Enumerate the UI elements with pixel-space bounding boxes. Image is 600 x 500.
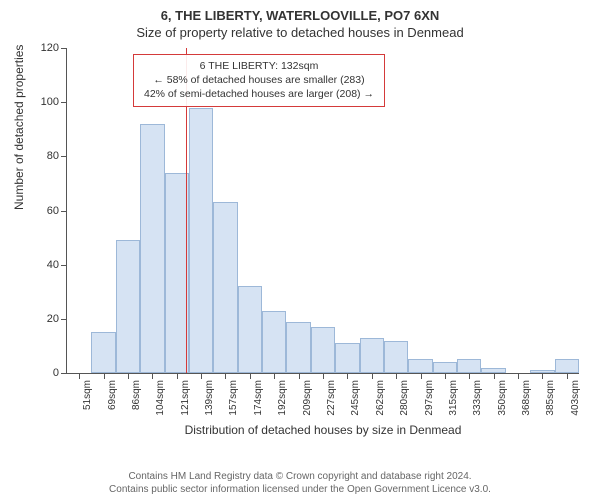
x-tick (421, 373, 422, 379)
x-tick-label: 262sqm (375, 380, 386, 416)
info-box-line: ← 58% of detached houses are smaller (28… (144, 73, 374, 87)
bar (335, 343, 359, 373)
x-tick (469, 373, 470, 379)
x-tick-label: 192sqm (277, 380, 288, 416)
x-tick (250, 373, 251, 379)
bar (189, 108, 213, 373)
y-tick-label: 100 (29, 96, 59, 108)
x-tick-label: 315sqm (448, 380, 459, 416)
bar (457, 359, 481, 373)
x-tick-label: 245sqm (350, 380, 361, 416)
bar (311, 327, 335, 373)
y-tick (61, 156, 67, 157)
bar (384, 341, 408, 374)
x-tick (494, 373, 495, 379)
x-tick-label: 174sqm (253, 380, 264, 416)
x-tick-label: 297sqm (424, 380, 435, 416)
footer-line-2: Contains public sector information licen… (0, 483, 600, 496)
bar (91, 332, 115, 373)
x-tick (152, 373, 153, 379)
plot-area: 6 THE LIBERTY: 132sqm← 58% of detached h… (66, 48, 579, 374)
x-tick-label: 51sqm (82, 380, 93, 410)
bar (408, 359, 432, 373)
bar (360, 338, 384, 373)
x-tick-label: 69sqm (107, 380, 118, 410)
y-tick (61, 319, 67, 320)
y-tick (61, 373, 67, 374)
x-tick (274, 373, 275, 379)
x-tick-label: 227sqm (326, 380, 337, 416)
x-tick-label: 104sqm (155, 380, 166, 416)
y-tick (61, 265, 67, 266)
x-tick-label: 209sqm (302, 380, 313, 416)
x-tick (104, 373, 105, 379)
x-tick-label: 121sqm (180, 380, 191, 416)
bar (555, 359, 579, 373)
x-tick (542, 373, 543, 379)
x-tick (225, 373, 226, 379)
bar (213, 202, 237, 373)
x-tick-label: 139sqm (204, 380, 215, 416)
y-tick-label: 80 (29, 150, 59, 162)
footer-line-1: Contains HM Land Registry data © Crown c… (0, 470, 600, 483)
x-tick-label: 333sqm (472, 380, 483, 416)
x-tick (299, 373, 300, 379)
x-tick (445, 373, 446, 379)
info-box-line: 42% of semi-detached houses are larger (… (144, 87, 374, 101)
bar (286, 322, 310, 373)
y-tick-label: 120 (29, 42, 59, 54)
x-tick-label: 157sqm (228, 380, 239, 416)
x-tick (372, 373, 373, 379)
y-tick (61, 48, 67, 49)
x-axis-title: Distribution of detached houses by size … (67, 423, 579, 437)
x-tick (323, 373, 324, 379)
bar (140, 124, 164, 373)
x-tick (396, 373, 397, 379)
y-tick-label: 20 (29, 313, 59, 325)
x-tick (347, 373, 348, 379)
x-tick-label: 280sqm (399, 380, 410, 416)
bar (238, 286, 262, 373)
bar (116, 240, 140, 373)
bar (433, 362, 457, 373)
title-main: 6, THE LIBERTY, WATERLOOVILLE, PO7 6XN (0, 0, 600, 23)
chart-area: 6 THE LIBERTY: 132sqm← 58% of detached h… (48, 48, 578, 418)
x-tick-label: 385sqm (545, 380, 556, 416)
x-tick-label: 86sqm (131, 380, 142, 410)
footer: Contains HM Land Registry data © Crown c… (0, 470, 600, 496)
y-tick-label: 0 (29, 367, 59, 379)
y-tick-label: 60 (29, 205, 59, 217)
x-tick (567, 373, 568, 379)
y-axis-title: Number of detached properties (12, 45, 26, 210)
y-tick (61, 211, 67, 212)
x-tick (79, 373, 80, 379)
x-tick-label: 368sqm (521, 380, 532, 416)
info-box: 6 THE LIBERTY: 132sqm← 58% of detached h… (133, 54, 385, 107)
info-box-line: 6 THE LIBERTY: 132sqm (144, 59, 374, 73)
y-tick (61, 102, 67, 103)
x-tick (177, 373, 178, 379)
x-tick-label: 403sqm (570, 380, 581, 416)
x-tick-label: 350sqm (497, 380, 508, 416)
bar (262, 311, 286, 373)
x-tick (128, 373, 129, 379)
title-sub: Size of property relative to detached ho… (0, 23, 600, 40)
x-tick (518, 373, 519, 379)
x-tick (201, 373, 202, 379)
y-tick-label: 40 (29, 259, 59, 271)
